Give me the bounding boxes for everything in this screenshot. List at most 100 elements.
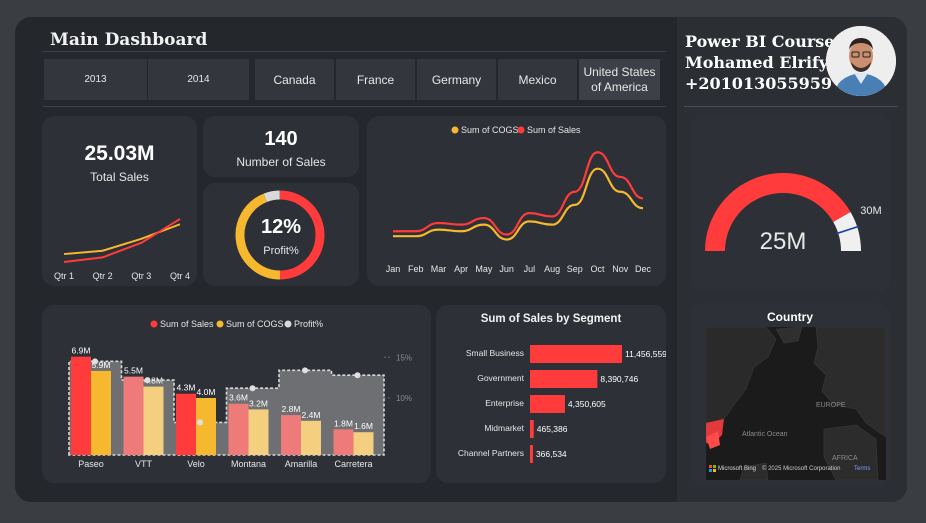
- world-map-shapes: [706, 327, 886, 480]
- segment-value-label: 366,534: [536, 449, 567, 459]
- brand-course: Power BI Course: [685, 32, 835, 51]
- slicer-country-usa[interactable]: United States of America: [579, 59, 660, 100]
- cogs-bar: [301, 420, 321, 455]
- sales-bar: [123, 376, 144, 455]
- combo-legend-label-0: Sum of Sales: [160, 319, 214, 329]
- monthly-chart-card: Sum of COGS Sum of Sales Jan Feb Mar Apr May Ju…: [367, 116, 666, 286]
- number-of-sales-label: Number of Sales: [236, 155, 326, 169]
- donut-segment-sales: [279, 190, 325, 280]
- sales-by-segment-chart: Sum of Sales by Segment Small Business 11,…: [458, 313, 667, 463]
- segment-category-label: Midmarket: [484, 423, 524, 433]
- profit-point: [92, 358, 98, 365]
- profit-point: [302, 367, 308, 374]
- brand-divider: [684, 106, 898, 107]
- y2-tick-label: 10%: [396, 394, 412, 403]
- page-title: Main Dashboard: [50, 30, 208, 50]
- cogs-bar: [248, 409, 269, 455]
- month-tick-label: Sep: [567, 264, 583, 274]
- profit-point: [249, 385, 256, 392]
- quarter-tick-label: Qtr 4: [170, 271, 190, 281]
- sales-bar-label: 3.6M: [229, 393, 248, 403]
- y2-tick-label: 15%: [396, 353, 412, 362]
- combo-legend-label-1: Sum of COGS: [226, 319, 284, 329]
- combo-legend-swatch-0: [150, 320, 158, 328]
- number-of-sales-card: 140 Number of Sales: [203, 116, 359, 177]
- segment-chart-card: Sum of Sales by Segment Small Business 11,…: [436, 305, 667, 483]
- product-combo-chart: Sum of Sales Sum of COGS Profit% 6.9M5.9M Pa…: [68, 319, 412, 469]
- sales-bar: [176, 393, 196, 455]
- cogs-sales-by-month-chart: Sum of COGS Sum of Sales Jan Feb Mar Apr May Ju…: [386, 125, 652, 274]
- segment-category-label: Small Business: [466, 348, 524, 358]
- slicer-year-2014[interactable]: 2014: [148, 59, 249, 100]
- month-tick-label: Jun: [499, 264, 514, 274]
- sales-bar: [281, 415, 301, 455]
- slicer-country-canada[interactable]: Canada: [255, 59, 334, 100]
- sales-bar-label: 2.8M: [282, 404, 301, 414]
- slicer-country-france[interactable]: France: [336, 59, 415, 100]
- profit-point: [197, 419, 203, 426]
- profit-point: [354, 372, 361, 379]
- monthly-legend-label-0: Sum of COGS: [461, 125, 519, 135]
- cogs-bar-label: 4.0M: [197, 387, 216, 397]
- country-map[interactable]: EUROPE Atlantic Ocean AFRICA Microsoft B…: [706, 327, 886, 480]
- map-card: Country EUROPE Atlantic Ocean AFRICA Mic…: [690, 303, 890, 485]
- donut-segment-other: [263, 190, 280, 203]
- month-tick-label: Oct: [591, 264, 606, 274]
- cogs-bar: [353, 432, 374, 455]
- segment-bar: [530, 420, 534, 438]
- quarter-tick-label: Qtr 3: [131, 271, 151, 281]
- month-tick-label: Jan: [386, 264, 401, 274]
- donut-segment-cogs: [235, 193, 281, 280]
- slicer-country-mexico[interactable]: Mexico: [498, 59, 577, 100]
- monthly-series-line-1: [393, 151, 644, 236]
- profit-donut: [235, 190, 325, 280]
- cogs-bar-label: 1.6M: [354, 421, 373, 431]
- profit-point: [144, 377, 151, 384]
- cogs-bar-label: 2.4M: [302, 410, 321, 420]
- month-tick-label: Feb: [408, 264, 424, 274]
- segment-bar: [530, 370, 598, 388]
- sales-bar: [228, 403, 249, 455]
- sales-bar-label: 1.8M: [334, 418, 353, 428]
- total-sales-value: 25.03M: [84, 142, 155, 165]
- gauge-target-line: [836, 225, 860, 235]
- profit-label: Profit%: [263, 245, 299, 257]
- bing-logo-icon: [709, 465, 716, 472]
- segment-category-label: Channel Partners: [458, 448, 524, 458]
- map-label-africa: AFRICA: [832, 455, 858, 462]
- gauge-target-label: 30M: [860, 205, 881, 217]
- cogs-bar: [196, 398, 216, 455]
- map-terms-link[interactable]: Terms: [854, 466, 871, 472]
- cogs-bar: [91, 370, 111, 455]
- product-chart-card: Sum of Sales Sum of COGS Profit% 6.9M 5.9M Pa…: [42, 305, 431, 483]
- segment-category-label: Government: [477, 373, 524, 383]
- profit-value: 12%: [260, 216, 302, 238]
- combo-legend-swatch-1: [216, 320, 224, 328]
- slicer-country-germany[interactable]: Germany: [417, 59, 496, 100]
- product-tick-label: Carretera: [334, 459, 372, 469]
- sales-bar-label: 5.5M: [124, 366, 143, 376]
- product-tick-label: Paseo: [78, 459, 104, 469]
- header-divider: [43, 51, 666, 52]
- gauge-remaining-band: [833, 212, 861, 251]
- monthly-legend-swatch-1: [517, 126, 525, 134]
- map-credit: Microsoft Bing: [709, 465, 756, 472]
- cogs-bar: [143, 386, 164, 455]
- segment-bar: [530, 345, 622, 363]
- segment-value-label: 8,390,746: [600, 374, 638, 384]
- segment-bar: [530, 445, 533, 463]
- map-title: Country: [767, 310, 813, 324]
- month-tick-label: Aug: [544, 264, 560, 274]
- avatar: [826, 26, 896, 96]
- slicer-year-2013[interactable]: 2013: [44, 59, 147, 100]
- monthly-legend-swatch-0: [451, 126, 459, 134]
- segment-bar: [530, 395, 565, 413]
- map-copyright: © 2025 Microsoft Corporation: [762, 466, 841, 472]
- sales-bar-label: 4.3M: [177, 383, 196, 393]
- gauge-card: 25M 30M: [690, 115, 890, 292]
- month-tick-label: May: [475, 264, 493, 274]
- combo-legend-label-2: Profit%: [294, 319, 323, 329]
- sales-gauge: 25M 30M: [705, 173, 882, 255]
- sales-bar-label: 6.9M: [72, 346, 91, 356]
- profit-area-outline: [68, 360, 385, 456]
